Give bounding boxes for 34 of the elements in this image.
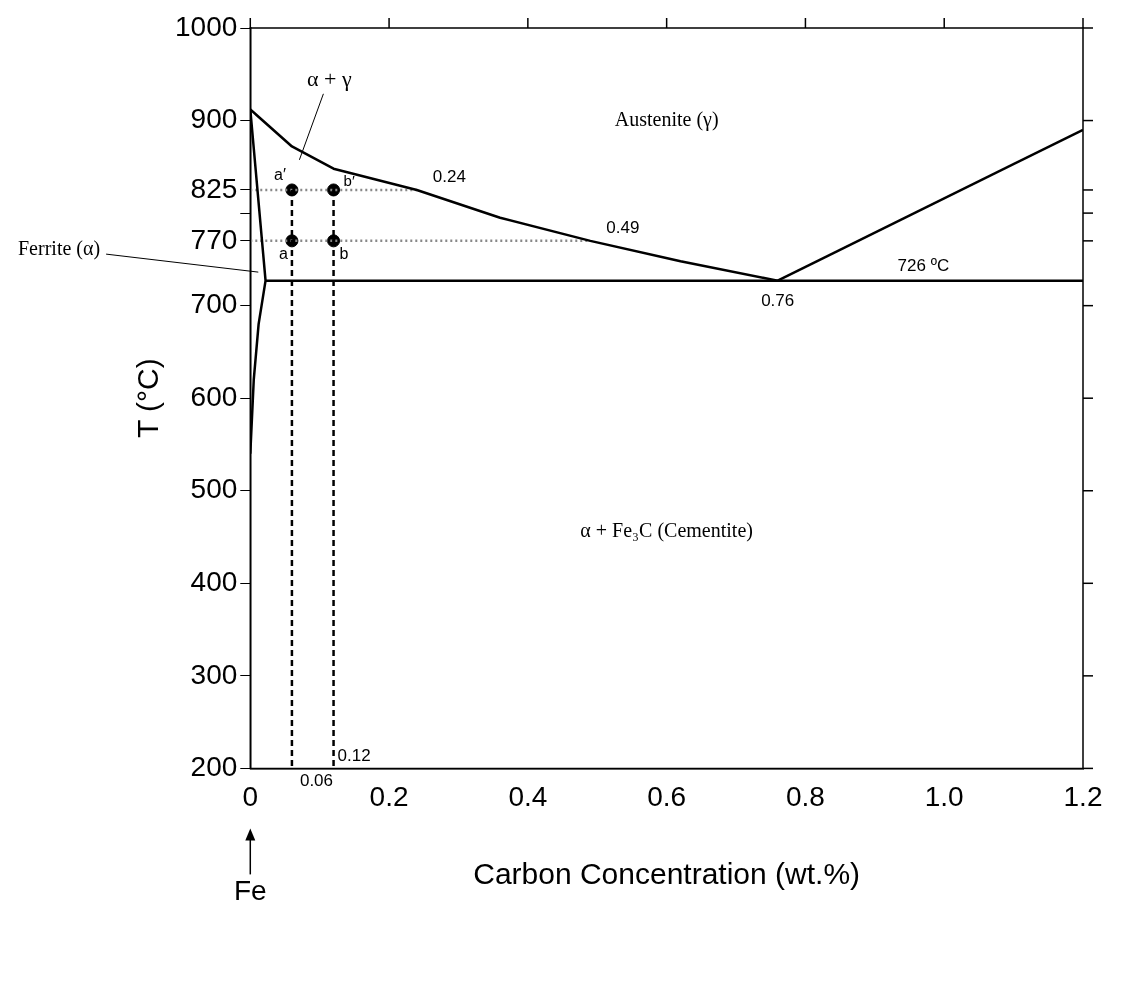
x-axis-title: Carbon Concentration (wt.%) <box>473 857 861 891</box>
annotation: b <box>339 245 349 263</box>
text: Fe <box>233 875 267 907</box>
x-tick-label: 1.0 <box>924 780 964 812</box>
x-tick-label: 1.2 <box>1063 780 1103 812</box>
annotation: 0.24 <box>432 167 466 187</box>
y-tick-label: 200 <box>190 751 238 783</box>
y-tick-label: 500 <box>190 473 238 505</box>
annotation: α + Fe₃C (Cementite) <box>580 518 753 542</box>
y-tick-label: 700 <box>190 288 238 320</box>
annotation: α + γ <box>307 65 352 91</box>
y-tick-label: 300 <box>190 658 238 690</box>
y-tick-label: 825 <box>190 172 238 204</box>
y-tick-label: 770 <box>190 223 238 255</box>
annotation: 0.49 <box>606 218 640 238</box>
x-tick-label: 0 <box>242 780 259 812</box>
y-tick-label: 1000 <box>174 10 238 42</box>
annotation: a′ <box>274 166 286 184</box>
y-tick-label: 600 <box>190 380 238 412</box>
annotation: b′ <box>343 172 355 190</box>
annotation: 0.12 <box>337 745 371 765</box>
annotation: 726 ºC <box>897 255 950 275</box>
annotation: 0.76 <box>761 290 795 310</box>
y-tick-label: 900 <box>190 103 238 135</box>
annotation: a <box>279 245 289 263</box>
y-axis-title: T (°C) <box>131 358 165 439</box>
y-tick-label: 400 <box>190 566 238 598</box>
x-tick-label: 0.4 <box>508 780 548 812</box>
x-tick-label: 0.2 <box>369 780 409 812</box>
annotation: Austenite (γ) <box>614 107 719 131</box>
text: Ferrite (α) <box>18 237 101 261</box>
annotation: 0.06 <box>299 770 334 790</box>
x-tick-label: 0.8 <box>785 780 825 812</box>
x-tick-label: 0.6 <box>647 780 687 812</box>
